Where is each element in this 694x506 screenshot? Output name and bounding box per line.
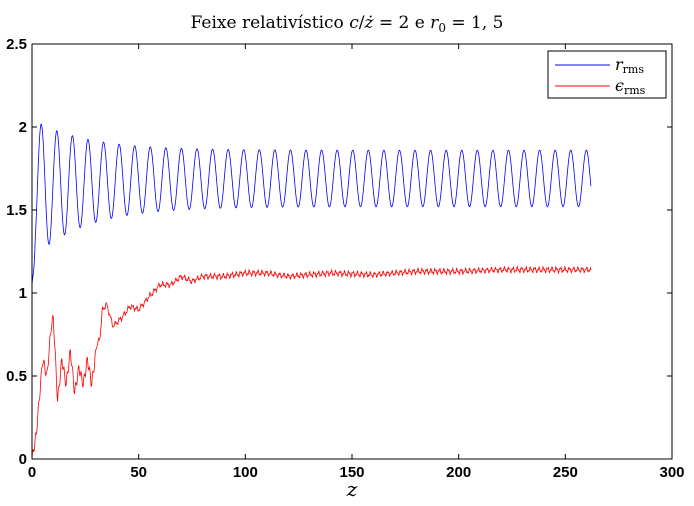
y-tick-label: 1.5 <box>6 202 27 219</box>
x-tick-label: 50 <box>130 464 147 481</box>
series-line-epsilon-rms <box>31 265 592 460</box>
y-tick-label: 2.5 <box>6 36 27 53</box>
x-tick-label: 300 <box>659 464 684 481</box>
legend-label-epsilon-rms: ϵrms <box>615 76 646 97</box>
series-line-r-rms <box>31 123 592 285</box>
y-tick-label: 2 <box>19 119 27 136</box>
y-tick-label: 0.5 <box>6 368 27 385</box>
x-tick-label: 250 <box>553 464 578 481</box>
chart-title: Feixe relativístico c/ż = 2 e r0 = 1, 5 <box>191 13 504 35</box>
legend: rrms ϵrms <box>547 50 667 99</box>
plot-area <box>32 44 672 459</box>
series-layer <box>31 123 592 460</box>
legend-label-r-rms: rrms <box>615 55 644 76</box>
x-tick-label: 200 <box>446 464 471 481</box>
x-tick-label: 100 <box>233 464 258 481</box>
tick-layer: 0 50 100 150 200 250 300 0 0.5 1 1.5 2 2.5 <box>6 36 684 481</box>
y-tick-label: 0 <box>19 451 27 468</box>
x-tick-label: 0 <box>28 464 36 481</box>
x-axis-label: z <box>346 477 358 501</box>
legend-box <box>547 50 667 99</box>
x-tick-label: 150 <box>339 464 364 481</box>
y-tick-label: 1 <box>19 285 27 302</box>
